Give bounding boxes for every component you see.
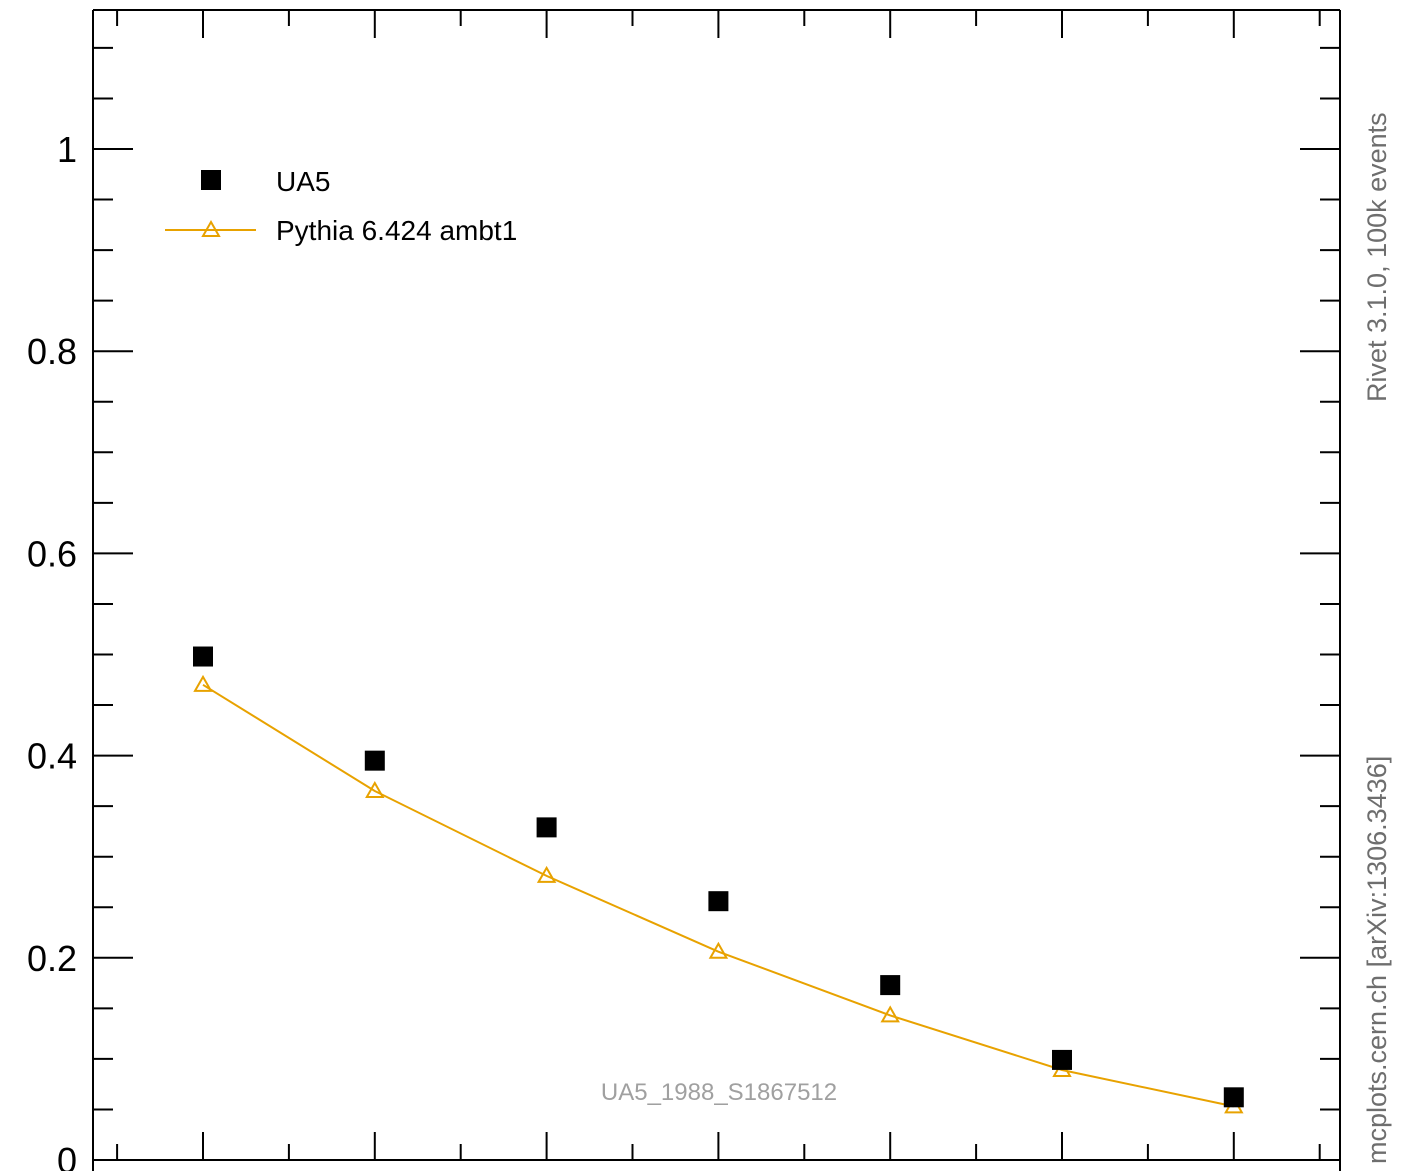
y-tick-label: 0.2 <box>27 938 77 979</box>
y-tick-label: 0.8 <box>27 331 77 372</box>
y-tick-label: 0 <box>57 1140 77 1171</box>
ua5-point <box>536 817 557 838</box>
legend-ua5-label: UA5 <box>276 166 330 197</box>
data-series <box>193 646 1244 1114</box>
y-tick-label: 0.6 <box>27 533 77 574</box>
ua5-point <box>708 891 729 912</box>
pythia-series-line <box>202 683 1235 1108</box>
rivet-version-label: Rivet 3.1.0, 100k events <box>1362 112 1392 402</box>
legend-pythia-label: Pythia 6.424 ambt1 <box>276 215 517 246</box>
plot-frame <box>92 9 1341 1171</box>
y-tick-label: 1 <box>57 129 77 170</box>
axis-ticks <box>93 10 1340 1161</box>
mcplots-source-label: mcplots.cern.ch [arXiv:1306.3436] <box>1362 756 1392 1164</box>
legend: UA5 Pythia 6.424 ambt1 <box>165 166 517 246</box>
pythia-point <box>708 941 729 959</box>
ua5-point <box>1052 1049 1072 1070</box>
y-tick-label: 0.4 <box>27 736 77 777</box>
y-tick-labels: 0 0.2 0.4 0.6 0.8 1 <box>27 129 77 1171</box>
pythia-point <box>193 674 213 692</box>
pythia-point <box>536 865 557 883</box>
pythia-point <box>880 1005 900 1023</box>
legend-ua5-marker <box>201 170 221 190</box>
legend-pythia-marker <box>201 219 221 237</box>
ua5-point <box>193 646 213 667</box>
ua5-point <box>880 975 901 996</box>
pythia-point <box>365 780 385 798</box>
ua5-point <box>1223 1087 1244 1108</box>
ua5-point <box>364 750 385 771</box>
analysis-id-annotation: UA5_1988_S1867512 <box>601 1079 837 1106</box>
